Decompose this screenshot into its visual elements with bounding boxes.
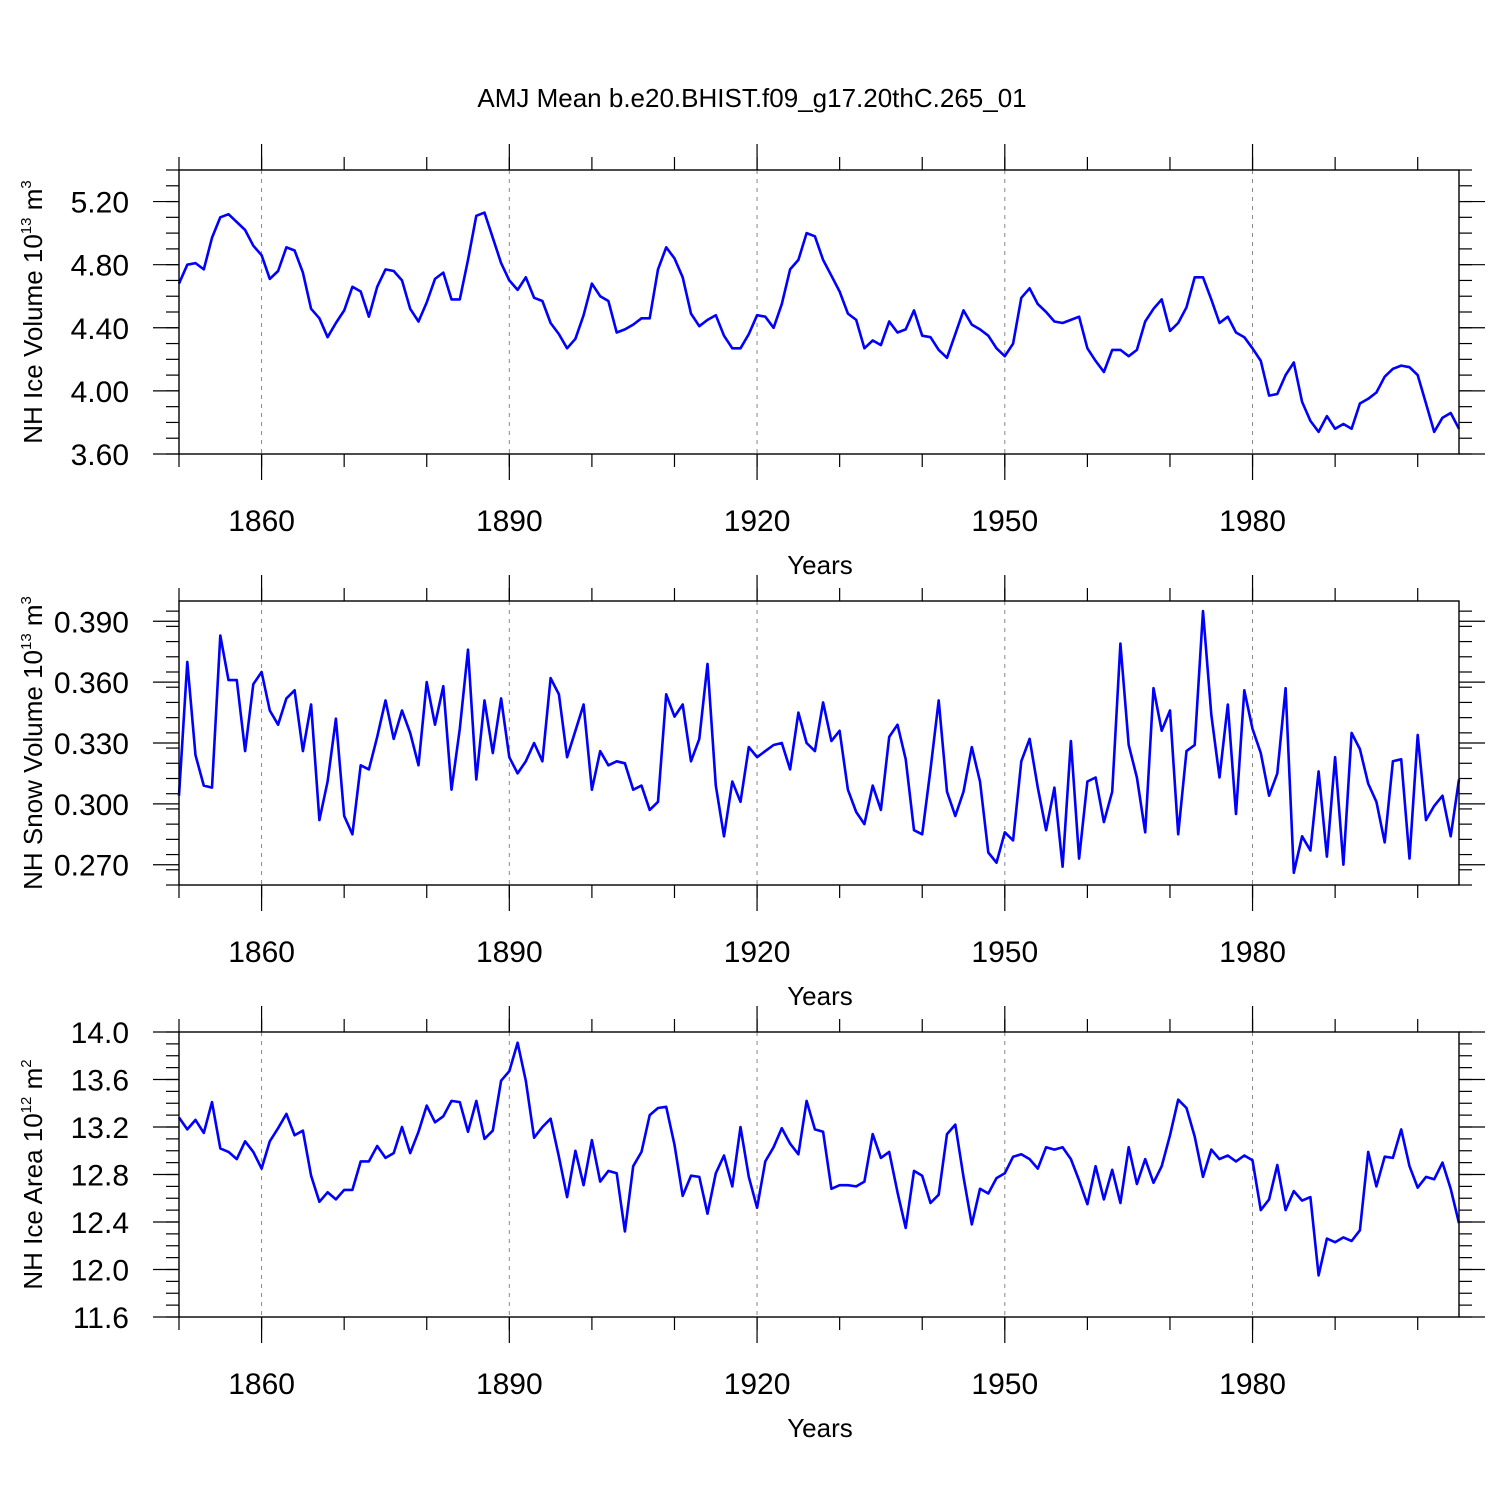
x-tick-label: 1890 [476,1368,543,1401]
y-axis-label: NH Ice Volume 1013 m3 [18,180,48,443]
x-tick-label: 1890 [476,505,543,538]
y-tick-label: 0.330 [54,728,129,761]
x-tick-label: 1980 [1219,505,1286,538]
x-axis-label: Years [787,1413,853,1443]
x-tick-label: 1860 [228,936,295,969]
series-line [177,609,1461,875]
y-axis-label: NH Ice Area 1012 m2 [18,1059,48,1289]
x-tick-label: 1860 [228,1368,295,1401]
y-tick-label: 12.8 [71,1160,129,1193]
y-tick-label: 4.80 [71,250,129,283]
x-axis-label: Years [787,981,853,1011]
x-tick-label: 1920 [724,505,791,538]
series-line [177,211,1461,434]
y-tick-label: 0.360 [54,667,129,700]
y-tick-label: 12.0 [71,1255,129,1288]
y-tick-label: 3.60 [71,439,129,472]
plot-frame [178,169,1460,455]
y-tick-label: 4.00 [71,376,129,409]
y-tick-label: 5.20 [71,187,129,220]
y-tick-label: 13.2 [71,1112,129,1145]
y-tick-label: 0.300 [54,789,129,822]
x-tick-label: 1920 [724,1368,791,1401]
y-axis-label: NH Snow Volume 1013 m3 [18,596,48,890]
x-tick-label: 1950 [971,1368,1038,1401]
y-tick-label: 14.0 [71,1017,129,1050]
x-tick-label: 1860 [228,505,295,538]
chart-panel-2: 0.270 0.300 0.330 0.360 0.390 1860 1890 1920 195… [18,575,1485,1011]
y-tick-label: 12.4 [71,1207,129,1240]
y-tick-label: 4.40 [71,313,129,346]
y-tick-label: 0.270 [54,850,129,883]
chart-title: AMJ Mean b.e20.BHIST.f09_g17.20thC.265_0… [477,83,1026,113]
x-tick-label: 1980 [1219,936,1286,969]
chart-panels: 3.60 4.00 4.40 4.80 5.20 1860 1890 1920 1950 1980… [18,144,1485,1443]
chart-panel-1: 3.60 4.00 4.40 4.80 5.20 1860 1890 1920 1950 1980… [18,144,1485,580]
x-axis-label: Years [787,550,853,580]
plot-frame [178,1031,1460,1318]
y-tick-label: 0.390 [54,606,129,639]
x-tick-label: 1980 [1219,1368,1286,1401]
plot-frame [178,600,1460,886]
y-tick-label: 11.6 [73,1302,129,1335]
y-tick-label: 13.6 [71,1065,129,1098]
series-line [177,1041,1461,1277]
x-tick-label: 1890 [476,936,543,969]
chart-panel-3: 11.6 12.0 12.4 12.8 13.2 13.6 14.0 1860 1890 1920… [18,1006,1485,1443]
x-tick-label: 1950 [971,505,1038,538]
x-tick-label: 1950 [971,936,1038,969]
x-tick-label: 1920 [724,936,791,969]
